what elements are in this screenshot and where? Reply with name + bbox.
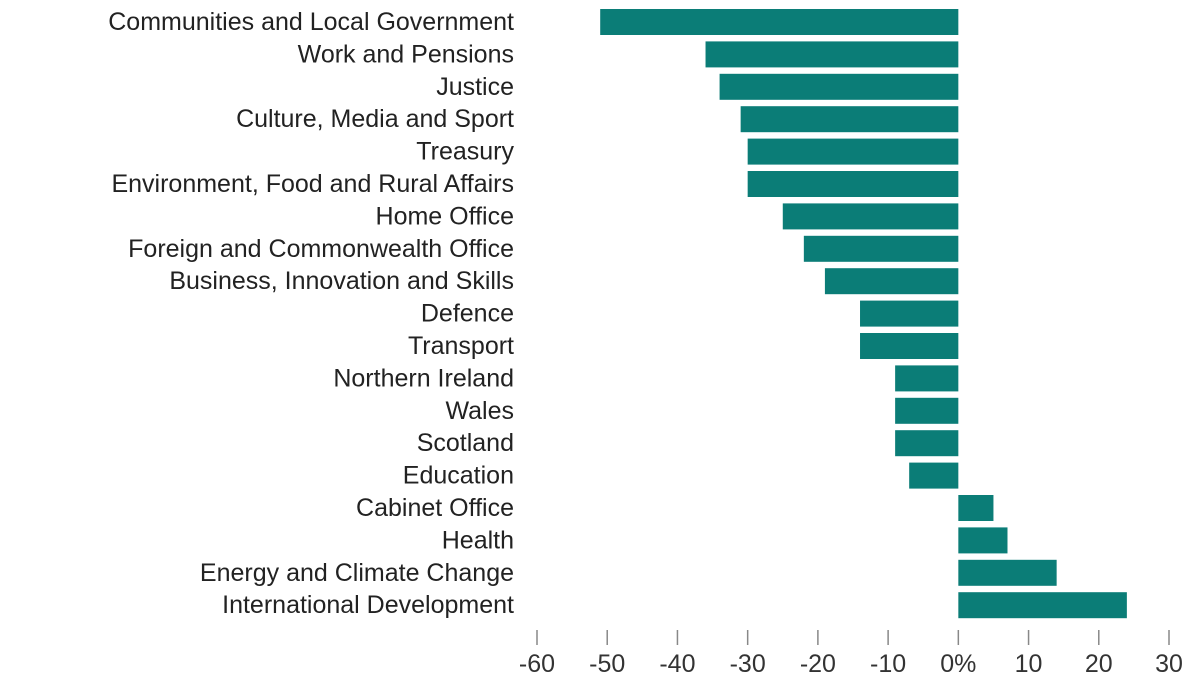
bar [895, 430, 959, 457]
bar [705, 41, 959, 68]
x-tick-label: 20 [1085, 650, 1113, 677]
x-tick-label: 0% [940, 650, 976, 677]
bar [740, 106, 959, 133]
category-label: Work and Pensions [298, 40, 514, 68]
bar [747, 138, 959, 165]
bar [803, 235, 959, 262]
category-label: Energy and Climate Change [200, 559, 514, 587]
category-label: Home Office [376, 202, 514, 230]
category-label: Communities and Local Government [108, 8, 514, 36]
bar [600, 9, 959, 35]
bar [909, 462, 959, 489]
x-axis: -60 -50 -40 -30 -20 -10 0% 10 20 30 [519, 630, 1183, 677]
category-label: Treasury [416, 138, 514, 166]
category-label: Business, Innovation and Skills [169, 267, 514, 295]
x-tick-label: -10 [870, 650, 906, 677]
bars-group [600, 9, 1127, 619]
bar [719, 73, 959, 100]
bar [747, 171, 959, 197]
x-tick-label: 10 [1015, 650, 1043, 677]
x-tick-label: 30 [1155, 650, 1183, 677]
category-label: Transport [408, 332, 514, 360]
bar [958, 592, 1127, 619]
category-label: Northern Ireland [333, 364, 514, 392]
category-label: Justice [436, 73, 514, 101]
x-tick-label: -30 [730, 650, 766, 677]
bar [782, 203, 959, 230]
category-label: Cabinet Office [356, 494, 514, 522]
category-label: Foreign and Commonwealth Office [128, 235, 514, 263]
category-label: Education [403, 462, 514, 490]
category-label: International Development [222, 591, 514, 619]
x-tick-label: -40 [659, 650, 695, 677]
bar [860, 333, 959, 359]
category-label: Culture, Media and Sport [236, 105, 514, 133]
category-label: Wales [445, 397, 514, 425]
bar [958, 559, 1057, 586]
bar [958, 527, 1008, 554]
bar [824, 268, 959, 295]
bar [958, 495, 994, 521]
x-tick-label: -60 [519, 650, 555, 677]
x-tick-label: -20 [800, 650, 836, 677]
category-label: Scotland [417, 429, 514, 457]
bar [895, 365, 959, 392]
category-label: Health [442, 526, 514, 554]
bar [860, 300, 959, 327]
category-labels-group: Communities and Local Government Work and… [108, 8, 514, 619]
category-label: Defence [421, 300, 514, 328]
x-tick-label: -50 [589, 650, 625, 677]
category-label: Environment, Food and Rural Affairs [111, 170, 514, 198]
bar [895, 397, 959, 424]
